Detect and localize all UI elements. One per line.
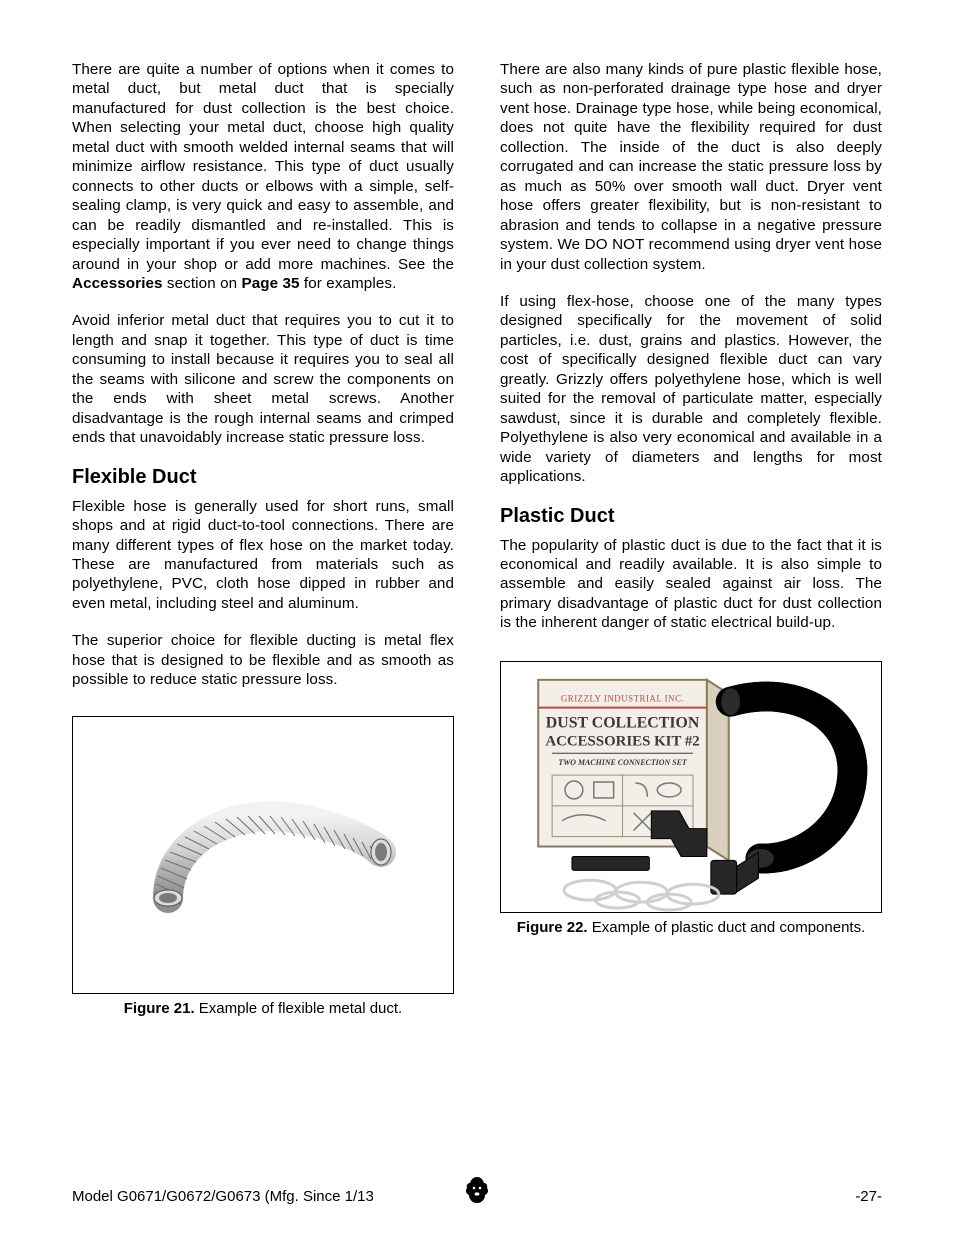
figure-label: Figure 21.	[124, 1000, 195, 1017]
figure-text: Example of flexible metal duct.	[195, 1000, 403, 1017]
page-ref: Page 35	[241, 275, 299, 292]
manual-page: There are quite a number of options when…	[0, 0, 954, 1235]
flexible-duct-icon	[123, 780, 403, 930]
body-text: section on	[163, 275, 242, 292]
two-column-layout: There are quite a number of options when…	[72, 60, 882, 1018]
figure-21-caption: Figure 21. Example of flexible metal duc…	[72, 1000, 454, 1019]
dust-collection-kit-icon: GRIZZLY INDUSTRIAL INC. DUST COLLECTION …	[501, 662, 881, 912]
flex-hose-paragraph: Flexible hose is generally used for shor…	[72, 497, 454, 614]
page-number: -27-	[855, 1188, 882, 1205]
figure-21-box	[72, 716, 454, 994]
right-column: There are also many kinds of pure plasti…	[500, 60, 882, 1018]
box-title-1: DUST COLLECTION	[546, 714, 700, 731]
body-text: There are quite a number of options when…	[72, 61, 454, 273]
metal-flex-paragraph: The superior choice for flexible ducting…	[72, 631, 454, 689]
figure-22-caption: Figure 22. Example of plastic duct and c…	[500, 919, 882, 938]
left-column: There are quite a number of options when…	[72, 60, 454, 1018]
plastic-flex-hose-paragraph: There are also many kinds of pure plasti…	[500, 60, 882, 274]
plastic-duct-heading: Plastic Duct	[500, 505, 882, 528]
figure-label: Figure 22.	[517, 919, 588, 936]
footer-model-text: Model G0671/G0672/G0673 (Mfg. Since 1/13	[72, 1188, 374, 1205]
figure-22-box: GRIZZLY INDUSTRIAL INC. DUST COLLECTION …	[500, 661, 882, 913]
grizzly-bear-logo	[463, 1175, 491, 1209]
plastic-duct-paragraph: The popularity of plastic duct is due to…	[500, 536, 882, 633]
box-title-2: ACCESSORIES KIT #2	[545, 733, 699, 749]
accessories-ref: Accessories	[72, 275, 163, 292]
inferior-duct-paragraph: Avoid inferior metal duct that requires …	[72, 311, 454, 447]
figure-text: Example of plastic duct and components.	[588, 919, 866, 936]
flex-hose-choice-paragraph: If using flex-hose, choose one of the ma…	[500, 292, 882, 487]
box-subtitle: TWO MACHINE CONNECTION SET	[558, 758, 687, 767]
flexible-duct-heading: Flexible Duct	[72, 466, 454, 489]
page-footer: Model G0671/G0672/G0673 (Mfg. Since 1/13…	[72, 1188, 882, 1205]
metal-duct-intro-paragraph: There are quite a number of options when…	[72, 60, 454, 293]
svg-text:GRIZZLY INDUSTRIAL INC.: GRIZZLY INDUSTRIAL INC.	[561, 693, 684, 703]
body-text: for examples.	[300, 275, 397, 292]
